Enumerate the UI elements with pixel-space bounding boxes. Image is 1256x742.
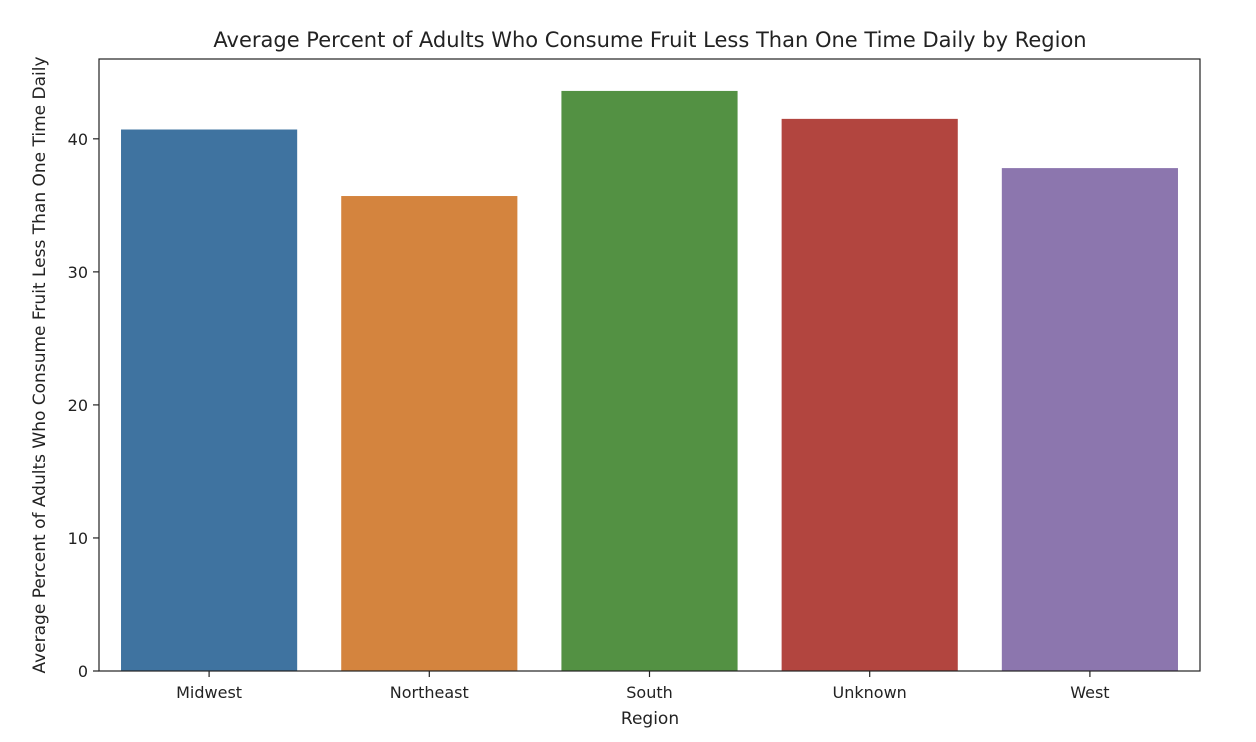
x-tick-label: Northeast	[390, 683, 469, 702]
y-tick-label: 10	[68, 529, 88, 548]
y-axis-ticks: 0 10 20 30 40	[68, 130, 99, 681]
bar-northeast	[341, 196, 518, 671]
y-tick-label: 0	[78, 662, 88, 681]
y-tick-label: 30	[68, 263, 88, 282]
x-tick-label: South	[626, 683, 673, 702]
y-tick-label: 40	[68, 130, 88, 149]
x-tick-label: Unknown	[833, 683, 907, 702]
bar-west	[1001, 168, 1178, 671]
x-tick-label: Midwest	[176, 683, 242, 702]
plot-frame	[98, 58, 1201, 672]
x-axis-ticks: Midwest Northeast South Unknown West	[176, 671, 1110, 702]
bar-south	[561, 90, 738, 672]
y-tick-label: 20	[68, 396, 88, 415]
x-tick-label: West	[1070, 683, 1109, 702]
y-axis-label: Average Percent of Adults Who Consume Fr…	[30, 56, 50, 673]
x-axis-label: Region	[621, 709, 679, 729]
bar-midwest	[121, 129, 298, 671]
chart-title: Average Percent of Adults Who Consume Fr…	[213, 28, 1086, 52]
bars-group	[121, 90, 1178, 672]
bar-unknown	[781, 118, 958, 672]
